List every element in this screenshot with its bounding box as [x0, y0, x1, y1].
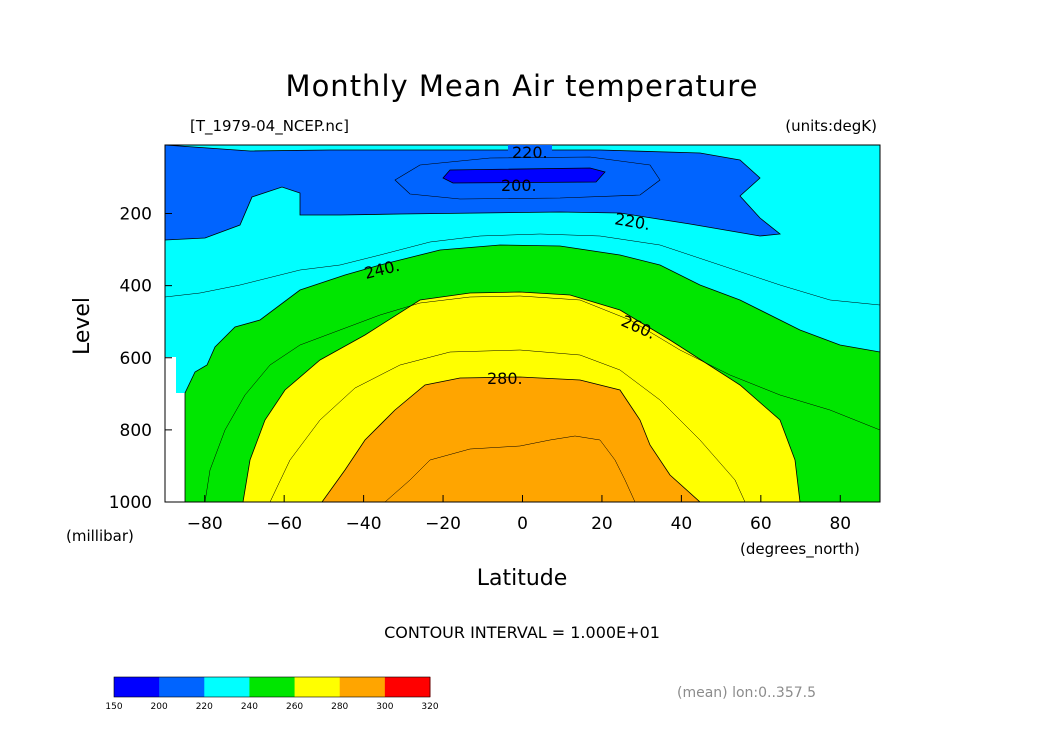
colorbar-swatch: [249, 677, 296, 697]
source-file-label: [T_1979-04_NCEP.nc]: [190, 117, 349, 136]
y-tick-label: 600: [120, 349, 152, 369]
colorbar-swatch: [114, 677, 160, 697]
colorbar-level-label: 320: [421, 702, 438, 712]
plot-area: [165, 145, 880, 502]
y-axis-ticks: 200 400 600 800 1000: [109, 205, 172, 513]
units-label: (units:degK): [785, 117, 877, 135]
y-tick-label: 800: [120, 421, 152, 441]
y-tick-label: 200: [120, 205, 152, 225]
y-axis-label: Level: [70, 297, 95, 355]
colorbar-level-label: 220: [196, 702, 213, 712]
x-tick-label: 80: [829, 514, 851, 534]
contour-label-220-top: 220.: [512, 143, 548, 162]
colorbar-swatch: [294, 677, 341, 697]
contour-line-250: [204, 295, 880, 502]
contour-line-270: [269, 349, 746, 502]
y-tick-label: 400: [120, 277, 152, 297]
x-tick-label: 0: [517, 514, 528, 534]
region-280-300: [321, 376, 701, 502]
x-tick-label: −80: [187, 514, 223, 534]
y-tick-label: 1000: [109, 493, 152, 513]
colorbar-level-label: 150: [105, 702, 122, 712]
colorbar-level-label: 300: [376, 702, 393, 712]
x-tick-label: −60: [266, 514, 302, 534]
colorbar-swatch: [159, 677, 205, 697]
x-tick-label: 20: [591, 514, 613, 534]
averaging-footer: (mean) lon:0..357.5: [677, 685, 816, 701]
x-tick-label: −20: [425, 514, 461, 534]
region-190-200: [442, 167, 606, 184]
contour-line-230: [165, 233, 880, 306]
contour-line-210: [394, 156, 661, 200]
contour-label-200: 200.: [501, 176, 537, 195]
x-tick-label: −40: [346, 514, 382, 534]
x-tick-label: 60: [750, 514, 772, 534]
region-200-220: [165, 145, 782, 241]
colorbar-level-label: 240: [241, 702, 258, 712]
x-axis-label: Latitude: [477, 566, 568, 591]
colorbar-level-label: 200: [151, 702, 168, 712]
x-unit-label: (degrees_north): [740, 540, 860, 559]
colorbar-level-label: 260: [286, 702, 303, 712]
contour-label-280: 280.: [487, 369, 523, 388]
contour-line-290: [384, 435, 636, 502]
y-unit-label: (millibar): [66, 527, 134, 545]
x-axis-ticks: −80 −60 −40 −20 0 20 40 60 80: [187, 495, 851, 534]
chart-title: Monthly Mean Air temperature: [286, 69, 759, 103]
colorbar-swatch: [384, 677, 431, 697]
colorbar-swatch: [339, 677, 386, 697]
colorbar: 150 200 220 240 260 280 300 320: [105, 676, 439, 712]
contour-interval-text: CONTOUR INTERVAL = 1.000E+01: [384, 623, 660, 642]
x-tick-label: 40: [671, 514, 693, 534]
colorbar-level-label: 280: [331, 702, 348, 712]
colorbar-swatch: [204, 677, 250, 697]
colorbar-frame: [113, 676, 431, 698]
